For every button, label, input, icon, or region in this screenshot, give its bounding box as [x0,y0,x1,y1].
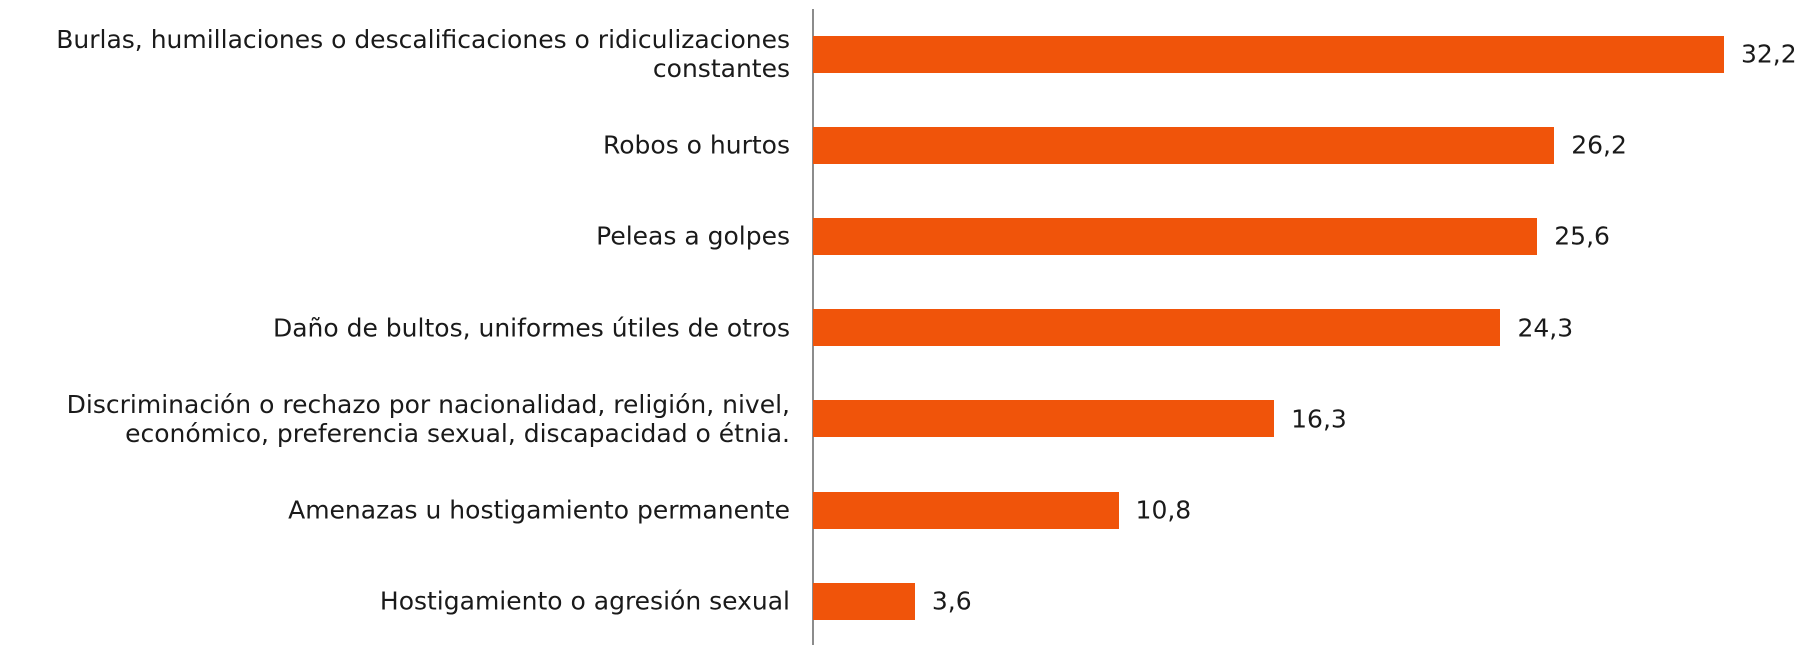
value-label: 16,3 [1291,404,1347,434]
value-label: 32,2 [1741,39,1797,69]
value-label: 3,6 [931,586,972,616]
value-label: 10,8 [1135,495,1192,525]
value-label: 24,3 [1517,313,1574,343]
bar [813,400,1275,438]
category-label: Discriminación o rechazo por nacionalida… [66,389,790,448]
value-label: 26,2 [1571,130,1627,160]
bar [813,582,915,620]
category-label: Hostigamiento o agresión sexual [379,586,790,616]
category-label: Amenazas u hostigamiento permanente [288,495,790,525]
value-label: 25,6 [1554,221,1610,251]
bar [813,491,1119,529]
category-label: Daño de bultos, uniformes útiles de otro… [272,313,790,343]
bar [813,309,1501,347]
category-label: Burlas, humillaciones o descalificacione… [56,25,790,83]
bar [813,217,1538,255]
bar [813,35,1724,73]
category-label: Robos o hurtos [602,130,790,160]
category-label: Peleas a golpes [596,221,790,251]
bar [813,126,1555,164]
